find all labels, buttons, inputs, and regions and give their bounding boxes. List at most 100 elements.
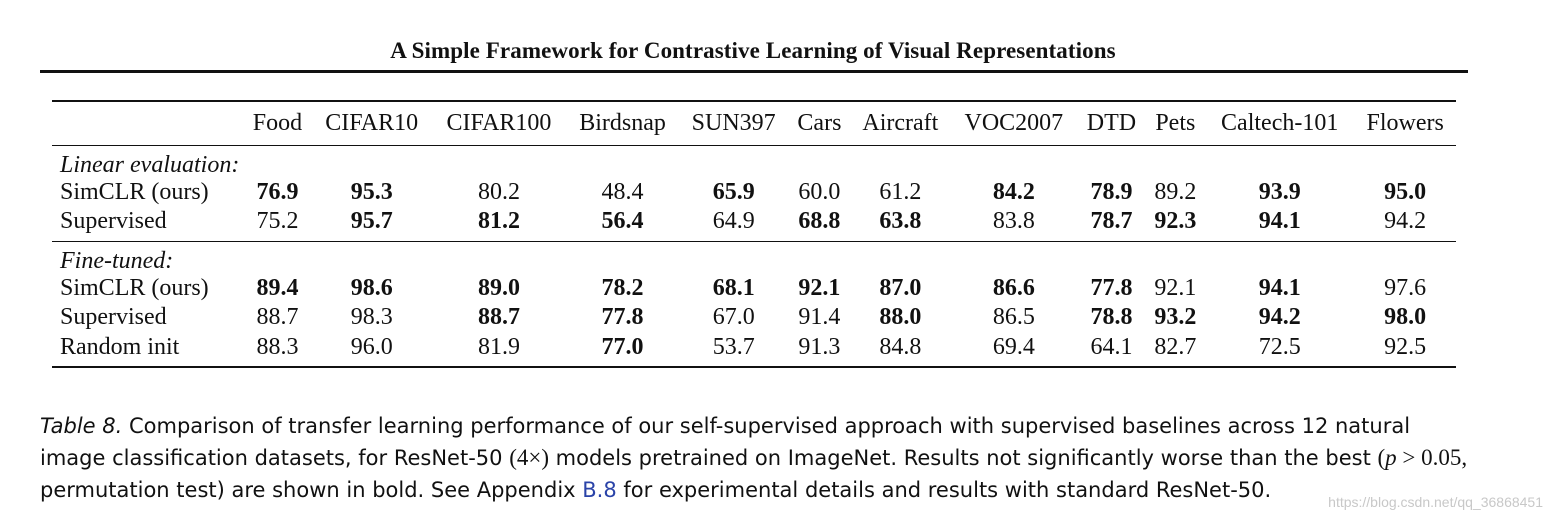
- table-cell: 80.2: [477, 178, 520, 205]
- table-cell: 64.1: [1090, 333, 1133, 360]
- table-cell: 92.1: [1154, 274, 1197, 301]
- table-cell: 53.7: [712, 333, 755, 360]
- table-cell: 88.0: [879, 304, 922, 330]
- table-cell: 86.6: [992, 274, 1035, 301]
- table-cell: 63.8: [879, 208, 922, 234]
- caption-text-4: for experimental details and results wit…: [616, 478, 1272, 502]
- table-cell: 77.8: [1090, 274, 1133, 301]
- table-cell: 88.7: [256, 304, 299, 330]
- table-cell: 72.5: [1258, 333, 1301, 360]
- table-cell: 83.8: [992, 208, 1035, 234]
- table-cell: 89.0: [477, 274, 520, 301]
- table-cell: 84.2: [992, 178, 1035, 205]
- table-cell: 78.2: [601, 274, 644, 301]
- table-row: Random init 88.3 96.0 81.9 77.0 53.7 91.3 84.8 6…: [52, 333, 1456, 368]
- table-cell: 81.2: [477, 208, 520, 234]
- table-cell: 91.3: [798, 333, 841, 360]
- column-header: Cars: [788, 101, 851, 146]
- table-cell: 77.8: [601, 304, 644, 330]
- row-label: SimCLR (ours): [60, 274, 209, 301]
- row-label: Supervised: [60, 208, 167, 234]
- table-cell: 77.0: [601, 333, 644, 360]
- table-cell: 94.2: [1258, 304, 1301, 330]
- table-corner: [52, 101, 244, 146]
- table-cell: 60.0: [798, 178, 841, 205]
- column-header: Aircraft: [850, 101, 951, 146]
- table-cell: 78.7: [1090, 208, 1133, 234]
- table-cell: 89.2: [1154, 178, 1197, 205]
- table-cell: 93.2: [1154, 304, 1197, 330]
- paper-title: A Simple Framework for Contrastive Learn…: [390, 38, 1116, 63]
- caption-math-rest: > 0.05,: [1396, 445, 1468, 470]
- table-cell: 56.4: [601, 208, 644, 234]
- table-cell: 94.1: [1258, 208, 1301, 234]
- row-label: Random init: [60, 333, 180, 360]
- table-cell: 94.1: [1258, 274, 1301, 301]
- caption-text-2: models pretrained on ImageNet. Results n…: [548, 446, 1378, 470]
- table-cell: 92.5: [1384, 333, 1427, 360]
- group-header-row: Linear evaluation:: [52, 145, 1456, 178]
- table-cell: 61.2: [879, 178, 922, 205]
- column-header: DTD: [1077, 101, 1146, 146]
- table-cell: 97.6: [1384, 274, 1427, 301]
- table-cell: 98.0: [1384, 304, 1427, 330]
- column-header: Caltech-101: [1205, 101, 1355, 146]
- table-cell: 88.7: [477, 304, 520, 330]
- table-cell: 91.4: [798, 304, 841, 330]
- table-cell: 86.5: [992, 304, 1035, 330]
- table-body: Linear evaluation: SimCLR (ours) 76.9 95.3 8…: [52, 145, 1456, 367]
- table-cell: 95.0: [1384, 178, 1427, 205]
- table-cell: 75.2: [256, 208, 299, 234]
- table-cell: 93.9: [1258, 178, 1301, 205]
- table-cell: 67.0: [712, 304, 755, 330]
- column-header: Flowers: [1354, 101, 1456, 146]
- caption-text-3: permutation test) are shown in bold. See…: [40, 478, 583, 502]
- caption-label: Table 8.: [40, 414, 123, 438]
- table-cell: 87.0: [879, 274, 922, 301]
- table-row: Supervised 75.2 95.7 81.2 56.4 64.9 68.8 63.8 83…: [52, 207, 1456, 241]
- row-label: Supervised: [60, 304, 167, 330]
- table-cell: 95.3: [350, 178, 393, 205]
- caption-text-1: Comparison of transfer learning performa…: [40, 414, 1411, 470]
- table-cell: 84.8: [879, 333, 922, 360]
- header-rule: [40, 70, 1468, 73]
- table-row: SimCLR (ours) 89.4 98.6 89.0 78.2 68.1 92.1 87.…: [52, 274, 1456, 304]
- table-cell: 92.3: [1154, 208, 1197, 234]
- appendix-link[interactable]: B.8: [582, 478, 617, 502]
- row-label: SimCLR (ours): [60, 178, 209, 205]
- table-cell: 68.8: [798, 208, 841, 234]
- table-row: Supervised 88.7 98.3 88.7 77.8 67.0 91.4 88.0 86…: [52, 303, 1456, 333]
- column-header: CIFAR10: [311, 101, 432, 146]
- caption-math-pvalue: (p > 0.05,: [1377, 445, 1467, 470]
- table-row: SimCLR (ours) 76.9 95.3 80.2 48.4 65.9 60.0 61.…: [52, 178, 1456, 208]
- table-cell: 78.9: [1090, 178, 1133, 205]
- column-header: VOC2007: [950, 101, 1078, 146]
- table-cell: 88.3: [256, 333, 299, 360]
- column-header: Pets: [1145, 101, 1206, 146]
- results-table: Food CIFAR10 CIFAR100 Birdsnap SUN397 Cars Air…: [52, 100, 1456, 368]
- table-cell: 92.1: [798, 274, 841, 301]
- table-cell: 69.4: [992, 333, 1035, 360]
- table-cell: 98.3: [350, 304, 393, 330]
- table-cell: 76.9: [256, 178, 299, 205]
- column-header: SUN397: [678, 101, 789, 146]
- table-cell: 98.6: [350, 274, 393, 301]
- table-cell: 68.1: [712, 274, 755, 301]
- table-cell: 48.4: [601, 178, 644, 205]
- table-cell: 95.7: [350, 208, 393, 234]
- table-cell: 94.2: [1384, 208, 1427, 234]
- group-name: Fine-tuned:: [52, 240, 1456, 274]
- column-header: Birdsnap: [566, 101, 679, 146]
- table-cell: 96.0: [350, 333, 393, 360]
- table-cell: 64.9: [712, 208, 755, 234]
- column-header: CIFAR100: [431, 101, 567, 146]
- table-cell: 82.7: [1154, 333, 1197, 360]
- table-cell: 81.9: [477, 333, 520, 360]
- group-name: Linear evaluation:: [60, 151, 240, 178]
- table-caption: Table 8. Comparison of transfer learning…: [40, 410, 1480, 506]
- group-header-row: Fine-tuned:: [52, 240, 1456, 274]
- table-cell: 78.8: [1090, 304, 1133, 330]
- table-header-row: Food CIFAR10 CIFAR100 Birdsnap SUN397 Cars Air…: [52, 101, 1456, 146]
- caption-math-width: (4×): [509, 445, 549, 470]
- column-header: Food: [243, 101, 312, 146]
